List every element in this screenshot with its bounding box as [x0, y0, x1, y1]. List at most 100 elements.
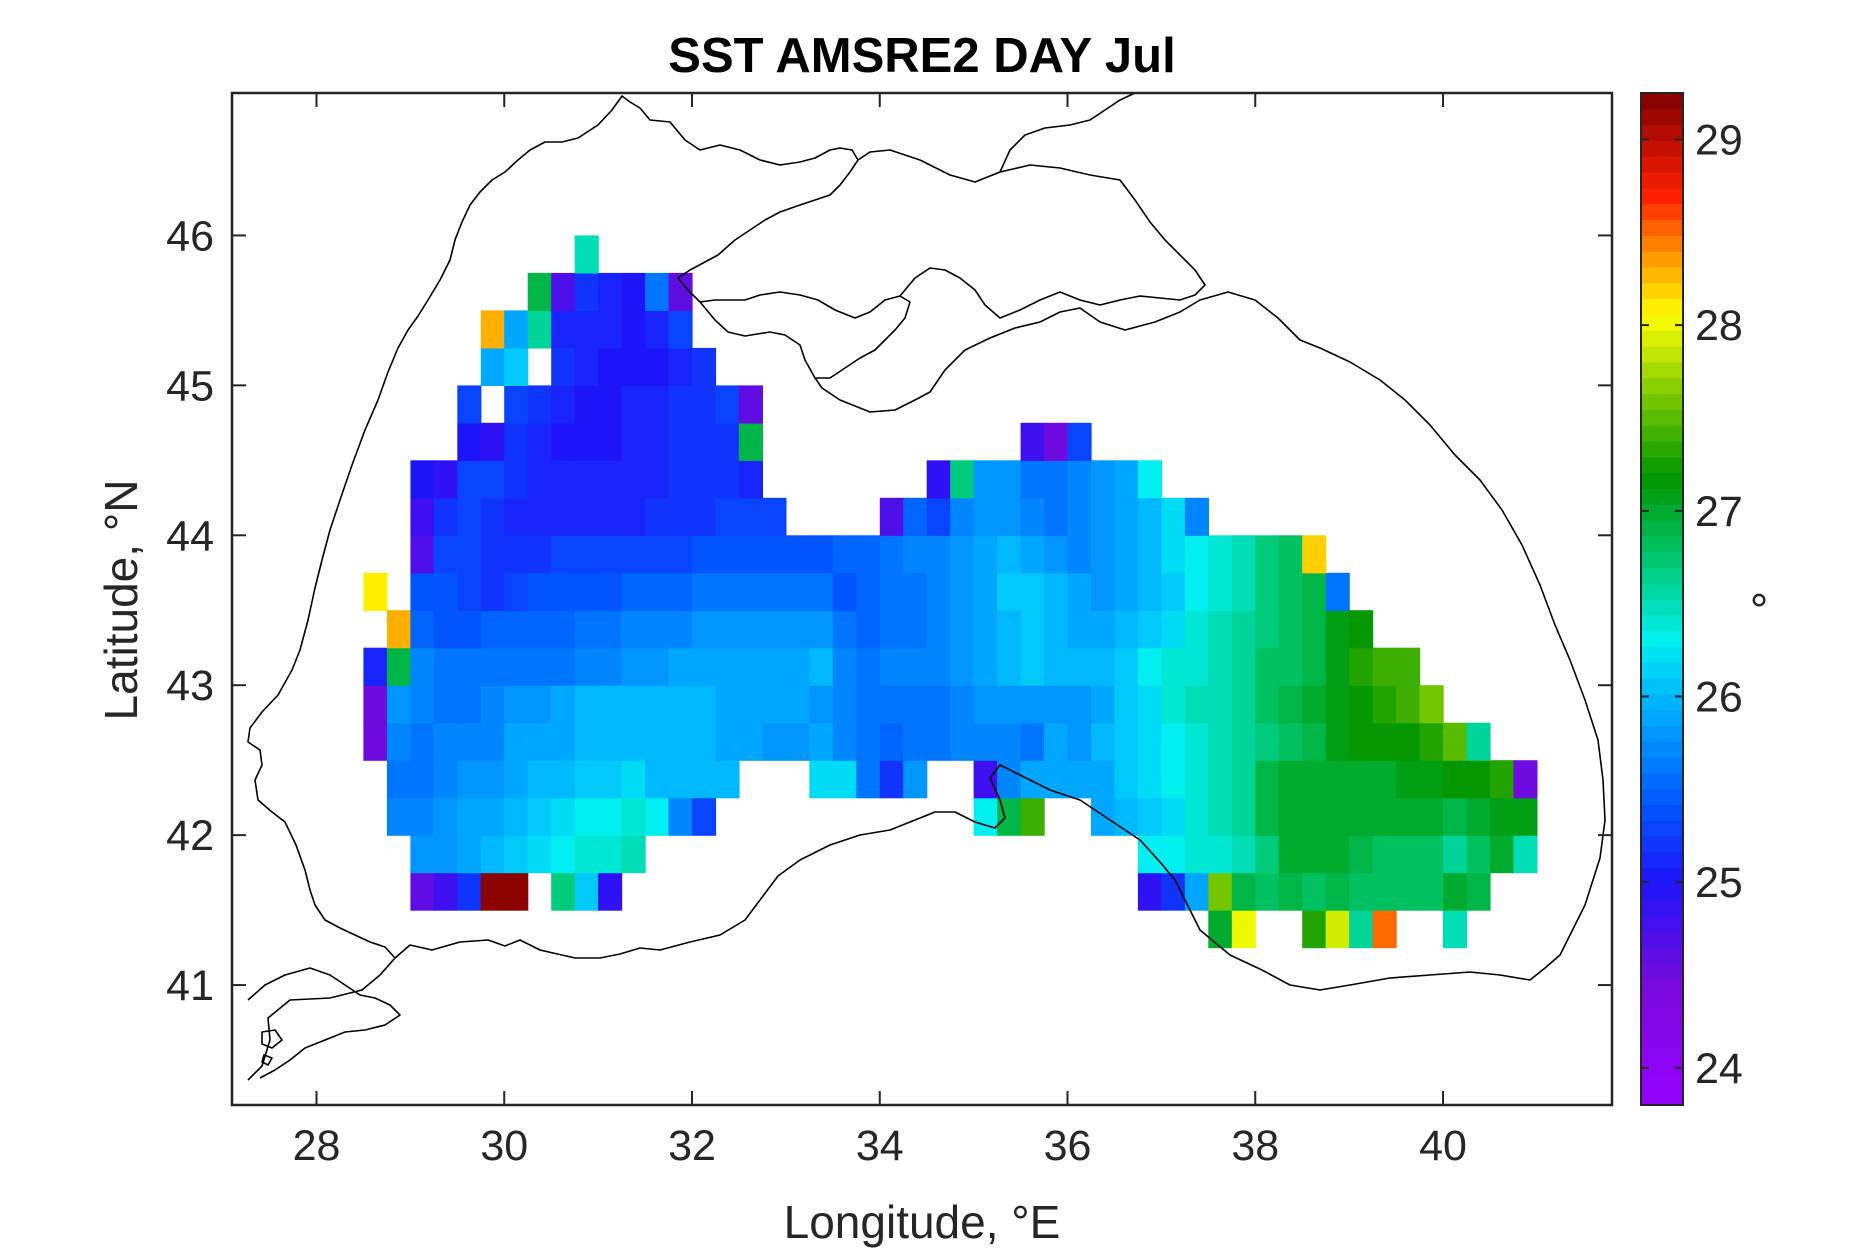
sst-cell	[1372, 685, 1397, 724]
sst-cell	[1067, 497, 1092, 536]
sst-cell	[598, 835, 623, 874]
sst-cell	[1231, 722, 1256, 761]
sst-cell	[1114, 535, 1139, 574]
sst-cell	[1091, 610, 1116, 649]
sst-cell	[973, 722, 998, 761]
sst-cell	[504, 647, 529, 686]
colorbar-segment	[1641, 409, 1683, 426]
sst-cell	[386, 647, 411, 686]
sst-cell	[1278, 572, 1303, 611]
sst-cell	[1091, 722, 1116, 761]
sst-cell	[1255, 760, 1280, 799]
sst-cell	[574, 385, 599, 424]
sst-cell	[386, 722, 411, 761]
sst-cell	[1490, 760, 1515, 799]
sst-cell	[645, 797, 670, 836]
sst-cell	[410, 497, 435, 536]
sst-cell	[1067, 647, 1092, 686]
sst-cell	[480, 572, 505, 611]
y-tick-label: 46	[166, 212, 214, 260]
sst-cell	[410, 535, 435, 574]
sst-cell	[668, 647, 693, 686]
sst-cell	[551, 310, 576, 349]
sst-cell	[973, 497, 998, 536]
x-axis: 28 30 32 34 36 38 40	[293, 93, 1467, 1170]
sst-cell	[551, 797, 576, 836]
sst-cell	[879, 760, 904, 799]
sst-cell	[1349, 722, 1374, 761]
chart-title: SST AMSRE2 DAY Jul	[668, 29, 1175, 83]
sst-cell	[692, 535, 717, 574]
coastline-marmara	[247, 967, 401, 1079]
sst-cell	[785, 572, 810, 611]
colorbar-segment	[1641, 709, 1683, 727]
sst-cell	[480, 310, 505, 349]
sst-cell	[621, 310, 646, 349]
sst-cell	[785, 535, 810, 574]
sst-cell	[1067, 535, 1092, 574]
sst-cell	[1372, 872, 1397, 911]
sst-cell	[480, 835, 505, 874]
colorbar-segment	[1641, 1025, 1683, 1043]
sst-cell	[527, 460, 552, 499]
sst-cell	[645, 722, 670, 761]
sst-cell	[574, 272, 599, 311]
sst-cell	[551, 272, 576, 311]
sst-cell	[950, 647, 975, 686]
sst-cell	[1114, 572, 1139, 611]
colorbar-segment	[1641, 282, 1683, 300]
sst-cell	[410, 647, 435, 686]
sst-cell	[1044, 722, 1069, 761]
sst-cell	[1161, 647, 1186, 686]
sst-cell	[598, 647, 623, 686]
sst-cell	[410, 760, 435, 799]
sst-cell	[1325, 797, 1350, 836]
colorbar-segment	[1641, 108, 1683, 126]
sst-cell	[457, 872, 482, 911]
sst-cell	[1372, 760, 1397, 799]
sst-cell	[1255, 685, 1280, 724]
sst-cell	[1349, 835, 1374, 874]
sst-cell	[1325, 760, 1350, 799]
sst-cell	[527, 760, 552, 799]
colorbar-segment	[1641, 757, 1683, 774]
sst-cell	[551, 685, 576, 724]
sst-cell	[738, 572, 763, 611]
colorbar-segment	[1641, 1073, 1683, 1090]
sst-cell	[598, 497, 623, 536]
sst-cell	[1091, 647, 1116, 686]
sst-cell	[480, 422, 505, 461]
sst-cell	[973, 572, 998, 611]
sst-cell	[504, 572, 529, 611]
coastline-azov	[857, 149, 1206, 319]
sst-cell	[551, 460, 576, 499]
sst-cell	[1372, 797, 1397, 836]
colorbar-segment	[1641, 662, 1683, 679]
sst-cell	[1231, 647, 1256, 686]
sst-cell	[1349, 797, 1374, 836]
sst-cell	[1231, 872, 1256, 911]
colorbar-segment	[1641, 361, 1683, 379]
sst-cell	[997, 535, 1022, 574]
sst-cell	[1161, 835, 1186, 874]
sst-cell	[879, 572, 904, 611]
colorbar-segment	[1641, 93, 1683, 110]
sst-cell	[832, 760, 857, 799]
x-tick-label: 38	[1231, 1122, 1279, 1170]
sst-cell	[551, 722, 576, 761]
sst-cell	[645, 310, 670, 349]
sst-cell	[457, 685, 482, 724]
sst-cell	[1208, 722, 1233, 761]
sst-cell	[433, 760, 458, 799]
coastline-marmara-south	[261, 1029, 283, 1049]
sst-cell	[386, 685, 411, 724]
sst-cell	[1278, 535, 1303, 574]
sst-cell	[551, 347, 576, 386]
sst-cell	[715, 722, 740, 761]
sst-cell	[879, 535, 904, 574]
sst-cell	[832, 722, 857, 761]
colorbar-segment	[1641, 346, 1683, 363]
sst-cell	[1396, 760, 1421, 799]
sst-cell	[1372, 647, 1397, 686]
sst-cell	[1255, 610, 1280, 649]
